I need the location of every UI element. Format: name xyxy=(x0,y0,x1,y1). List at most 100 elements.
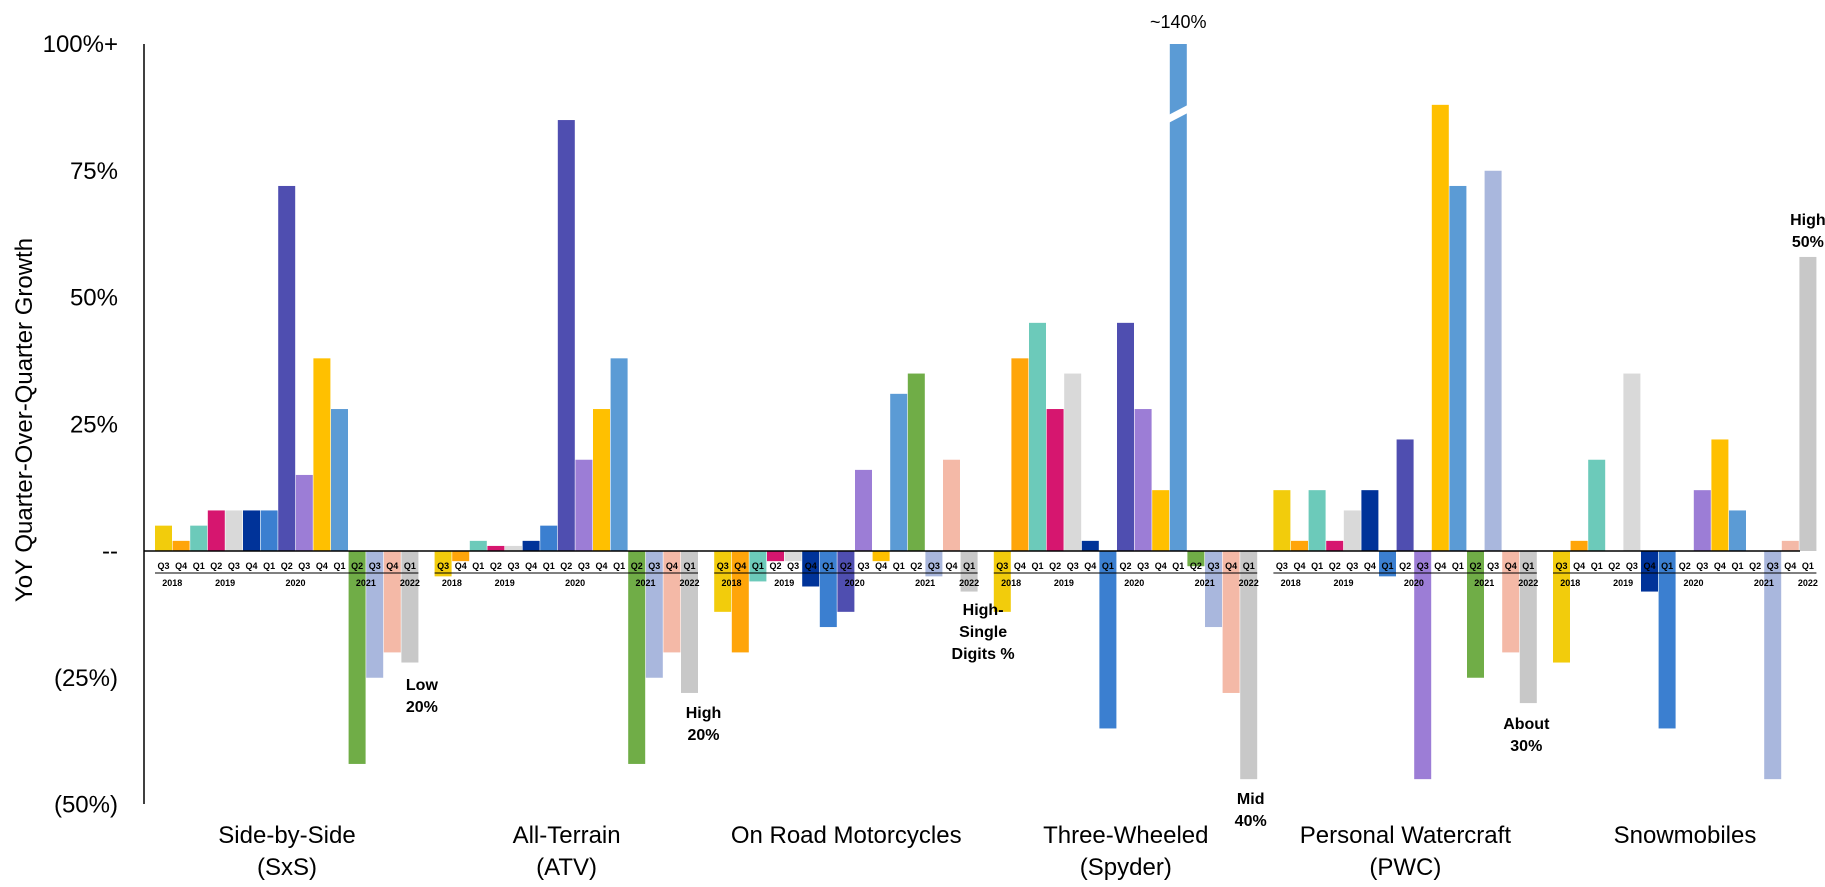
quarter-label: Q3 xyxy=(578,561,590,571)
bar-4-4 xyxy=(1343,510,1361,551)
bar-3-8 xyxy=(1134,409,1152,551)
year-label: 2022 xyxy=(959,578,979,588)
quarter-label: Q4 xyxy=(805,561,817,571)
quarter-label: Q3 xyxy=(648,561,660,571)
bar-4-13 xyxy=(1502,551,1520,653)
guidance-annotation: 20% xyxy=(406,699,438,716)
bar-4-11 xyxy=(1467,551,1484,678)
quarter-label: Q3 xyxy=(298,561,310,571)
bar-5-1 xyxy=(1570,540,1588,551)
quarter-label: Q3 xyxy=(437,561,449,571)
quarter-label: Q3 xyxy=(1626,561,1638,571)
year-label: 2020 xyxy=(565,578,585,588)
quarter-label: Q3 xyxy=(857,561,869,571)
bar-5-8 xyxy=(1693,490,1711,551)
quarter-label: Q3 xyxy=(1276,561,1288,571)
year-label: 2022 xyxy=(679,578,699,588)
quarter-label: Q1 xyxy=(472,561,484,571)
bar-4-7 xyxy=(1396,439,1414,551)
year-label: 2018 xyxy=(162,578,182,588)
quarter-label: Q4 xyxy=(595,561,607,571)
bar-1-3 xyxy=(487,545,505,551)
quarter-label: Q4 xyxy=(245,561,257,571)
year-label: 2018 xyxy=(1560,578,1580,588)
quarter-label: Q2 xyxy=(1679,561,1691,571)
category-label-sub: (Spyder) xyxy=(1080,854,1172,881)
year-label: 2021 xyxy=(1474,578,1494,588)
category-label-sub: (PWC) xyxy=(1369,854,1441,881)
quarter-label: Q3 xyxy=(1067,561,1079,571)
quarter-label: Q3 xyxy=(157,561,169,571)
quarter-label: Q4 xyxy=(1225,561,1237,571)
quarter-label: Q2 xyxy=(1049,561,1061,571)
bar-1-2 xyxy=(469,540,487,551)
quarter-label: Q1 xyxy=(893,561,905,571)
guidance-annotation: Low xyxy=(406,677,439,694)
quarter-label: Q1 xyxy=(613,561,625,571)
bar-1-13 xyxy=(663,551,681,653)
quarter-label: Q4 xyxy=(1643,561,1655,571)
bar-5-0 xyxy=(1553,551,1570,663)
quarter-label: Q3 xyxy=(507,561,519,571)
y-tick-label: (50%) xyxy=(54,792,118,819)
quarter-label: Q1 xyxy=(1243,561,1255,571)
guidance-annotation: About xyxy=(1503,716,1550,733)
quarter-label: Q1 xyxy=(1452,561,1464,571)
bar-1-12 xyxy=(645,551,663,678)
quarter-label: Q2 xyxy=(1608,561,1620,571)
bar-4-5 xyxy=(1361,490,1379,551)
bar-0-5 xyxy=(243,510,260,551)
quarter-label: Q2 xyxy=(1119,561,1131,571)
year-label: 2021 xyxy=(1754,578,1774,588)
quarter-label: Q3 xyxy=(1555,561,1567,571)
bar-3-10 xyxy=(1169,44,1187,551)
year-label: 2020 xyxy=(845,578,865,588)
guidance-annotation: Digits % xyxy=(952,646,1015,663)
quarter-label: Q4 xyxy=(455,561,467,571)
bar-0-1 xyxy=(172,540,190,551)
year-label: 2022 xyxy=(1798,578,1818,588)
bar-2-10 xyxy=(890,393,908,551)
bar-2-2 xyxy=(749,551,767,582)
quarter-label: Q3 xyxy=(928,561,940,571)
category-label: Snowmobiles xyxy=(1614,822,1757,849)
category-label: All-Terrain xyxy=(513,822,621,849)
quarter-label: Q1 xyxy=(404,561,416,571)
quarter-label: Q2 xyxy=(631,561,643,571)
bar-0-10 xyxy=(331,409,348,551)
quarter-label: Q2 xyxy=(910,561,922,571)
bar-2-14 xyxy=(960,551,978,592)
bar-4-14 xyxy=(1519,551,1537,704)
category-label-sub: (ATV) xyxy=(536,854,597,881)
bar-0-6 xyxy=(260,510,278,551)
y-tick-label: (25%) xyxy=(54,665,118,692)
category-label: Personal Watercraft xyxy=(1300,822,1512,849)
bar-4-1 xyxy=(1291,540,1308,551)
bar-3-14 xyxy=(1240,551,1258,780)
quarter-label: Q3 xyxy=(1696,561,1708,571)
quarter-label: Q1 xyxy=(333,561,345,571)
year-label: 2019 xyxy=(1613,578,1633,588)
quarter-label: Q1 xyxy=(1591,561,1603,571)
quarter-label: Q1 xyxy=(1381,561,1393,571)
quarter-label: Q4 xyxy=(386,561,398,571)
y-tick-label: 75% xyxy=(70,158,118,185)
quarter-label: Q4 xyxy=(1364,561,1376,571)
year-label: 2018 xyxy=(721,578,741,588)
year-label: 2018 xyxy=(1281,578,1301,588)
category-label: On Road Motorcycles xyxy=(731,822,962,849)
bar-2-7 xyxy=(837,551,855,612)
bar-3-12 xyxy=(1205,551,1222,628)
bar-3-0 xyxy=(993,551,1011,612)
quarter-label: Q1 xyxy=(1102,561,1114,571)
quarter-label: Q2 xyxy=(1329,561,1341,571)
quarter-label: Q4 xyxy=(1014,561,1026,571)
bar-2-12 xyxy=(925,551,943,577)
axes-layer xyxy=(143,44,1817,804)
bar-0-12 xyxy=(366,551,384,678)
quarter-label: Q2 xyxy=(840,561,852,571)
bar-4-3 xyxy=(1326,540,1344,551)
bar-2-4 xyxy=(784,551,802,562)
quarter-label: Q4 xyxy=(945,561,957,571)
guidance-annotation: Single xyxy=(959,624,1007,641)
